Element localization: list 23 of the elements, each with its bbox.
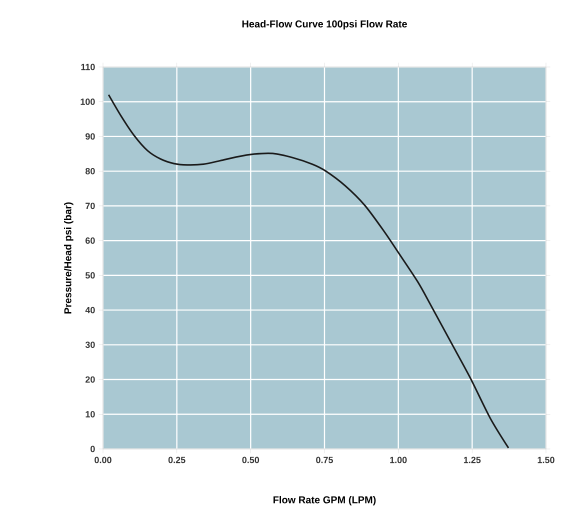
y-tick-label: 10 [86,411,95,418]
x-tick-label: 1.50 [538,456,554,464]
y-tick-label: 70 [86,202,95,210]
y-tick-label: 50 [85,272,95,279]
x-axis-title: Flow Rate GPM (LPM) [274,496,376,506]
x-tick-label: 0.75 [316,456,334,464]
y-axis-title: Pressure/Head psi (bar) [64,202,74,314]
y-tick-label: 60 [86,237,95,244]
y-tick-label: 30 [85,342,95,348]
y-tick-label: 0 [90,446,95,452]
chart-title: Head-Flow Curve 100psi Flow Rate [242,20,407,30]
y-tick-label: 110 [81,64,95,70]
x-tick-label: 0.00 [94,456,112,464]
x-tick-label: 0.50 [242,456,260,464]
y-tick-label: 40 [85,306,95,314]
y-tick-label: 80 [85,168,95,174]
y-tick-label: 100 [80,98,95,105]
y-tick-label: 90 [86,133,95,140]
x-tick-label: 1.00 [390,456,407,464]
x-tick-label: 1.25 [464,456,481,464]
x-tick-label: 0.25 [168,456,186,464]
line-series [108,94,510,449]
y-tick-label: 20 [86,376,95,383]
